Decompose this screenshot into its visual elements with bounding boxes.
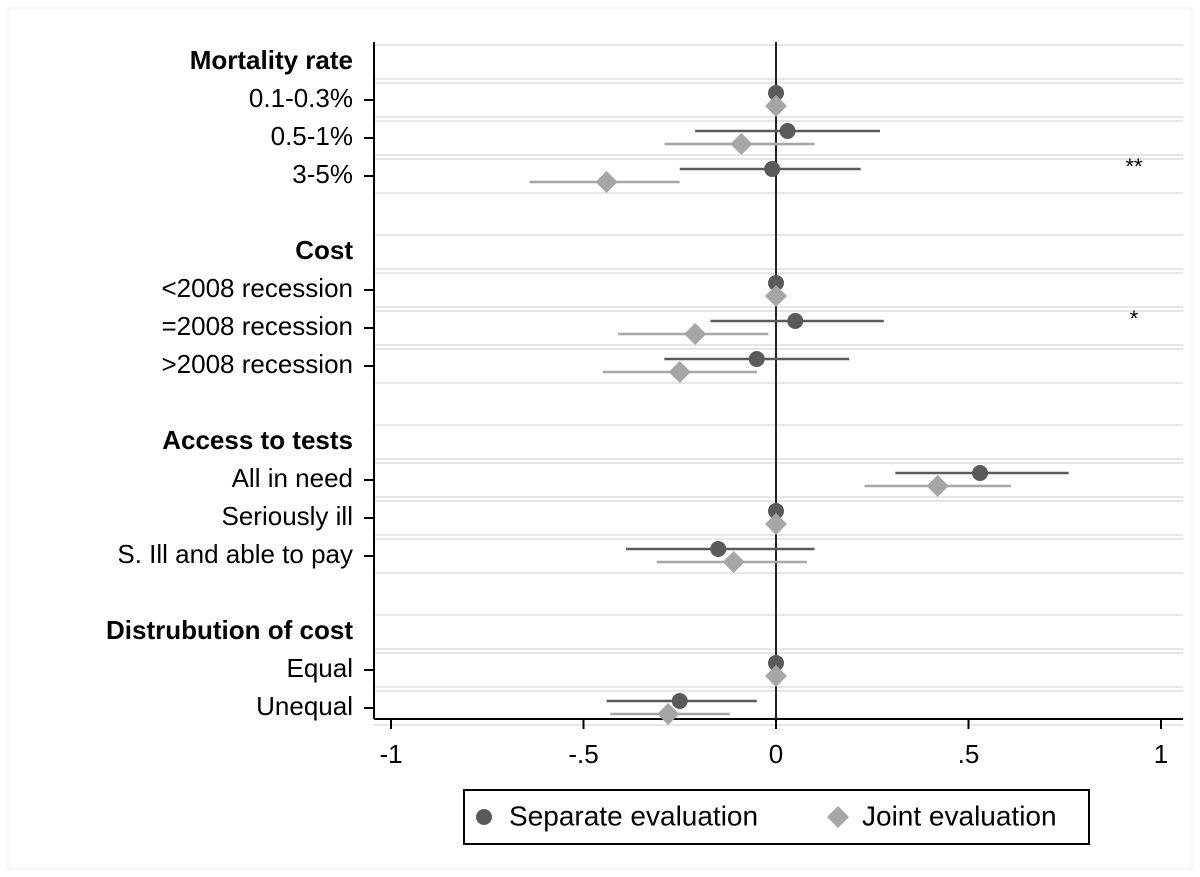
- grid-lines: [374, 44, 1183, 726]
- category-label: S. Ill and able to pay: [117, 539, 353, 569]
- category-label: Equal: [287, 653, 354, 683]
- category-label: Seriously ill: [222, 501, 354, 531]
- legend-separate-label: Separate evaluation: [509, 800, 758, 831]
- legend-joint-label: Joint evaluation: [862, 800, 1057, 831]
- separate-point: [748, 351, 765, 367]
- joint-point: [765, 513, 787, 535]
- legend: Separate evaluation Joint evaluation: [463, 789, 1090, 845]
- joint-point: [668, 361, 691, 383]
- x-tick-label: 1: [1154, 739, 1168, 769]
- separate-point: [764, 161, 781, 177]
- joint-point: [765, 95, 787, 117]
- category-labels: Mortality rate 0.1-0.3% 0.5-1% 3-5% ** Cost <2…: [106, 45, 1143, 721]
- separate-point: [768, 655, 784, 671]
- category-label: Unequal: [256, 691, 353, 721]
- separate-point: [671, 693, 688, 709]
- joint-point: [730, 133, 753, 155]
- legend-box: [463, 789, 1090, 845]
- category-label: All in need: [232, 463, 353, 493]
- joint-point: [765, 665, 787, 687]
- x-tick-label: -1: [379, 739, 402, 769]
- joint-point: [722, 551, 745, 573]
- separate-point: [972, 465, 989, 481]
- group-label: Mortality rate: [190, 45, 353, 75]
- joint-point: [595, 171, 618, 193]
- separate-point: [710, 541, 727, 557]
- legend-joint-marker: [827, 806, 849, 828]
- separate-point: [768, 85, 784, 101]
- axes: -1 -.5 0 .5 1: [364, 42, 1183, 769]
- category-label: =2008 recession: [161, 311, 353, 341]
- x-tick-label: -.5: [568, 739, 598, 769]
- x-tick-label: 0: [769, 739, 783, 769]
- group-label: Distrubution of cost: [106, 615, 353, 645]
- joint-point: [684, 323, 707, 345]
- category-label: 0.1-0.3%: [249, 83, 353, 113]
- joint-point: [765, 285, 787, 307]
- category-label: <2008 recession: [161, 273, 353, 303]
- separate-point: [768, 503, 784, 519]
- joint-point: [926, 475, 949, 497]
- group-label: Access to tests: [162, 425, 353, 455]
- significance-marker: *: [1130, 306, 1139, 331]
- joint-point: [657, 703, 680, 725]
- group-label: Cost: [295, 235, 353, 265]
- separate-point: [787, 313, 804, 329]
- separate-point: [768, 275, 784, 291]
- x-tick-label: .5: [958, 739, 980, 769]
- series-marks: [529, 85, 1069, 725]
- separate-point: [779, 123, 796, 139]
- significance-marker: **: [1125, 154, 1143, 179]
- legend-separate-marker: [476, 809, 492, 825]
- category-label: 3-5%: [292, 159, 353, 189]
- category-label: 0.5-1%: [271, 121, 353, 151]
- category-label: >2008 recession: [161, 349, 353, 379]
